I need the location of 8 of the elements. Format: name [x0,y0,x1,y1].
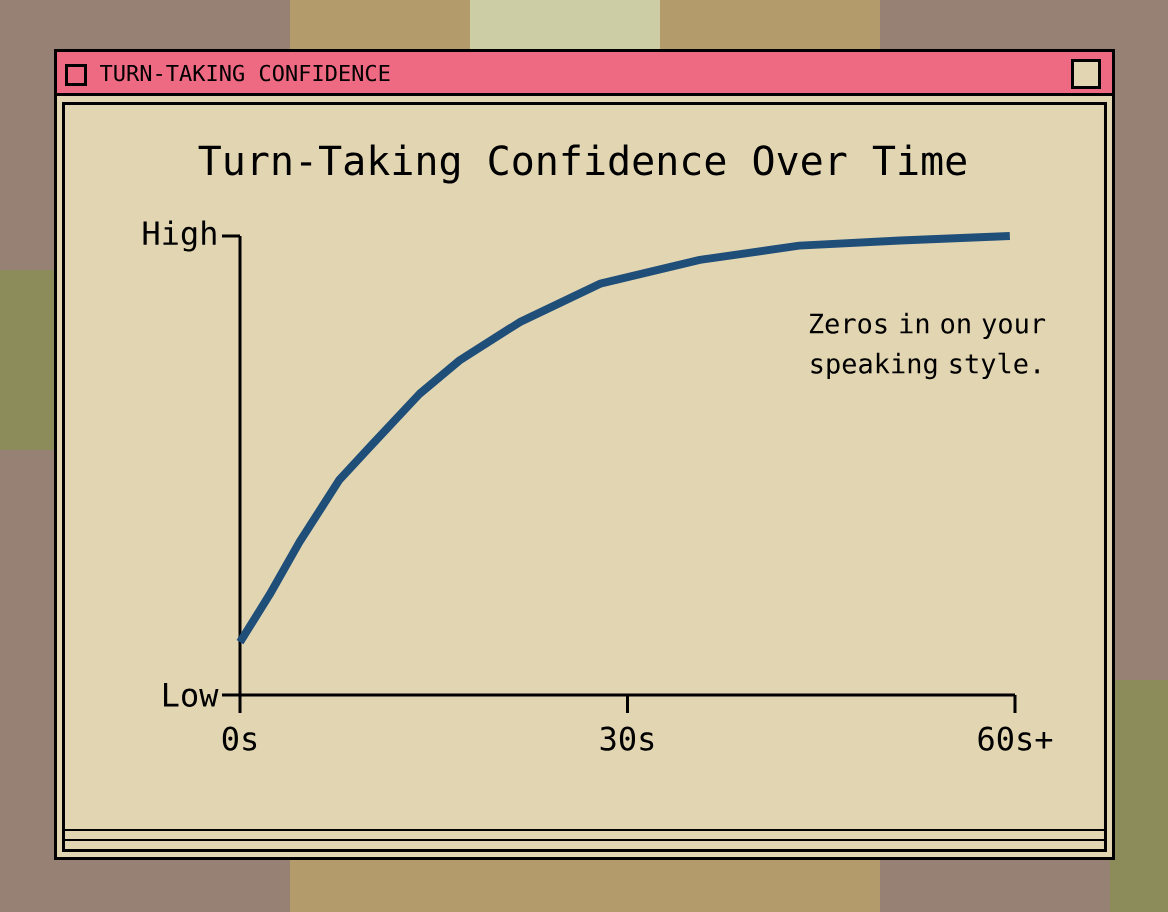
text: TURN-TAKING CONFIDENCE [100,64,390,82]
chart-title: Turn-Taking Confidence Over Time [198,144,966,184]
x-tick-label: 30s [600,726,654,751]
text: Low [164,683,219,707]
x-tick-label: 0s [222,726,257,751]
text: High [143,220,216,252]
annotation: Zeros in on your speaking style. [809,312,1046,380]
x-tick-label: 60s+ [978,726,1053,751]
